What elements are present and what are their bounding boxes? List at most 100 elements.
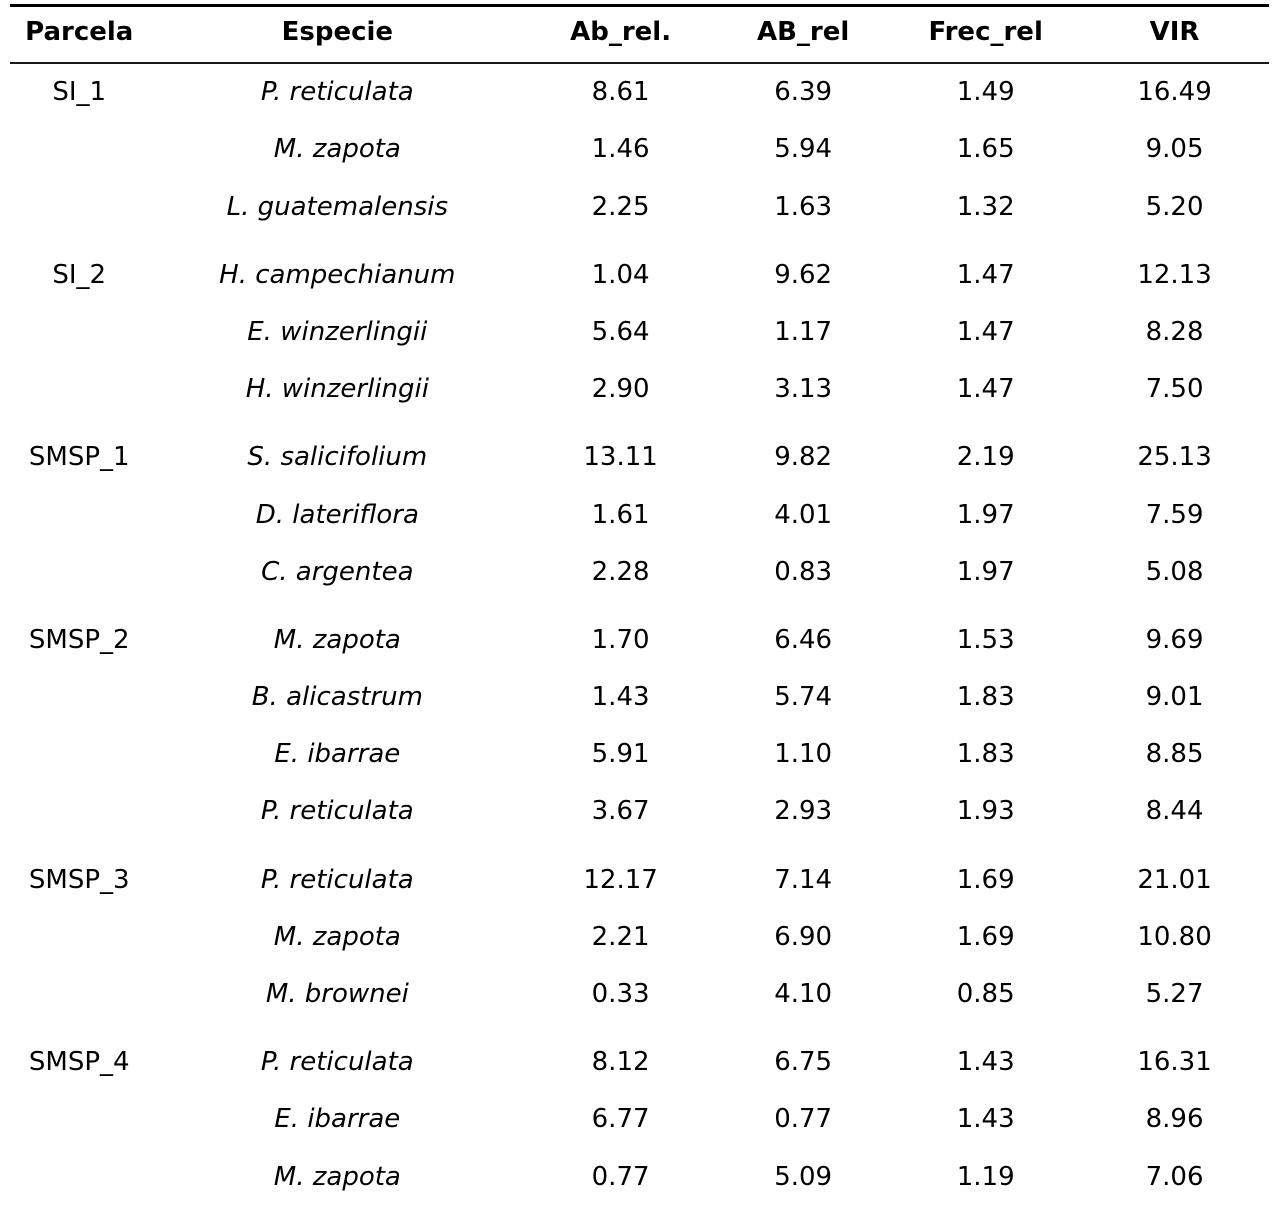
parcela-cell bbox=[10, 669, 148, 726]
vir-cell: 25.13 bbox=[1137, 442, 1212, 473]
table-row: SI_1 P. reticulata 8.61 6.39 1.49 16.49 bbox=[10, 63, 1269, 121]
table-row: P. reticulata 3.67 2.93 1.93 8.44 bbox=[10, 783, 1269, 840]
ab-rel-cell: 1.61 bbox=[591, 499, 650, 530]
vir-cell: 8.85 bbox=[1145, 739, 1204, 770]
vir-cell: 8.44 bbox=[1145, 796, 1204, 827]
AB-rel-cell: 6.39 bbox=[774, 77, 833, 108]
AB-rel-cell: 9.62 bbox=[774, 259, 833, 290]
table-row: SI_2 H. campechianum 1.04 9.62 1.47 12.13 bbox=[10, 236, 1269, 304]
vir-cell: 12.13 bbox=[1137, 259, 1212, 290]
AB-rel-cell: 1.10 bbox=[774, 739, 833, 770]
frec-rel-cell: 1.53 bbox=[956, 624, 1015, 655]
vir-cell: 7.59 bbox=[1145, 499, 1204, 530]
frec-rel-cell: 1.19 bbox=[956, 1161, 1015, 1192]
AB-rel-cell: 1.17 bbox=[774, 316, 833, 347]
frec-rel-cell: 1.49 bbox=[956, 77, 1015, 108]
parcela-cell bbox=[10, 361, 148, 418]
especie-cell: S. salicifolium bbox=[247, 442, 428, 473]
especie-cell: P. reticulata bbox=[260, 1047, 414, 1078]
especie-cell: P. reticulata bbox=[260, 77, 414, 108]
especie-cell: M. zapota bbox=[273, 624, 401, 655]
ab-rel-cell: 2.25 bbox=[591, 191, 650, 222]
ab-rel-cell: 2.28 bbox=[591, 556, 650, 587]
parcela-cell: SMSP_2 bbox=[28, 624, 130, 655]
col-header-ab-rel: Ab_rel. bbox=[526, 5, 716, 65]
especie-cell: P. reticulata bbox=[260, 796, 414, 827]
parcela-cell bbox=[10, 179, 148, 236]
frec-rel-cell: 1.83 bbox=[956, 739, 1015, 770]
table-row: M. zapota 0.77 5.09 1.19 7.06 bbox=[10, 1149, 1269, 1206]
frec-rel-cell: 1.43 bbox=[956, 1047, 1015, 1078]
ab-rel-cell: 8.61 bbox=[591, 77, 650, 108]
frec-rel-cell: 1.43 bbox=[956, 1104, 1015, 1135]
AB-rel-cell: 0.83 bbox=[774, 556, 833, 587]
AB-rel-cell: 5.09 bbox=[774, 1161, 833, 1192]
parcela-cell: SMSP_1 bbox=[28, 442, 130, 473]
parcela-cell: SI_1 bbox=[52, 77, 107, 108]
table-row: B. alicastrum 1.43 5.74 1.83 9.01 bbox=[10, 669, 1269, 726]
parcela-cell bbox=[10, 304, 148, 361]
especie-cell: B. alicastrum bbox=[251, 682, 423, 713]
parcela-cell bbox=[10, 966, 148, 1023]
vir-cell: 9.69 bbox=[1145, 624, 1204, 655]
table-row: C. argentea 2.28 0.83 1.97 5.08 bbox=[10, 544, 1269, 601]
frec-rel-cell: 1.97 bbox=[956, 556, 1015, 587]
vir-cell: 8.28 bbox=[1145, 316, 1204, 347]
AB-rel-cell: 6.75 bbox=[774, 1047, 833, 1078]
vir-cell: 5.08 bbox=[1145, 556, 1204, 587]
especie-cell: E. ibarrae bbox=[274, 739, 401, 770]
header-row: Parcela Especie Ab_rel. AB_rel Frec_rel … bbox=[10, 5, 1269, 65]
table-row: SMSP_4 P. reticulata 8.12 6.75 1.43 16.31 bbox=[10, 1023, 1269, 1091]
ab-rel-cell: 6.77 bbox=[591, 1104, 650, 1135]
especie-cell: C. argentea bbox=[261, 556, 414, 587]
especie-cell: M. zapota bbox=[273, 1161, 401, 1192]
AB-rel-cell: 1.63 bbox=[774, 191, 833, 222]
ab-rel-cell: 1.70 bbox=[591, 624, 650, 655]
ab-rel-cell: 1.04 bbox=[591, 259, 650, 290]
especie-cell: D. lateriflora bbox=[255, 499, 419, 530]
table-row: SMSP_1 S. salicifolium 13.11 9.82 2.19 25.13 bbox=[10, 418, 1269, 486]
especie-cell: M. brownei bbox=[265, 979, 409, 1009]
vir-cell: 8.96 bbox=[1145, 1104, 1204, 1135]
vir-table: Parcela Especie Ab_rel. AB_rel Frec_rel … bbox=[10, 4, 1269, 1206]
vir-cell: 5.27 bbox=[1145, 979, 1204, 1009]
parcela-cell bbox=[10, 487, 148, 544]
frec-rel-cell: 1.83 bbox=[956, 682, 1015, 713]
col-header-especie: Especie bbox=[148, 5, 527, 65]
frec-rel-cell: 1.47 bbox=[956, 374, 1015, 405]
especie-cell: L. guatemalensis bbox=[226, 191, 449, 222]
parcela-cell bbox=[10, 909, 148, 966]
especie-cell: E. winzerlingii bbox=[247, 316, 428, 347]
ab-rel-cell: 1.46 bbox=[591, 134, 650, 165]
especie-cell: E. ibarrae bbox=[274, 1104, 401, 1135]
AB-rel-cell: 5.94 bbox=[774, 134, 833, 165]
vir-cell: 9.05 bbox=[1145, 134, 1204, 165]
parcela-cell: SMSP_4 bbox=[28, 1047, 130, 1078]
table-row: E. winzerlingii 5.64 1.17 1.47 8.28 bbox=[10, 304, 1269, 361]
AB-rel-cell: 5.74 bbox=[774, 682, 833, 713]
ab-rel-cell: 13.11 bbox=[583, 442, 658, 473]
parcela-cell bbox=[10, 1149, 148, 1206]
vir-cell: 7.50 bbox=[1145, 374, 1204, 405]
frec-rel-cell: 1.69 bbox=[956, 864, 1015, 895]
parcela-cell: SMSP_3 bbox=[28, 864, 130, 895]
ab-rel-cell: 5.91 bbox=[591, 739, 650, 770]
frec-rel-cell: 1.93 bbox=[956, 796, 1015, 827]
vir-cell: 16.49 bbox=[1137, 77, 1212, 108]
ab-rel-cell: 3.67 bbox=[591, 796, 650, 827]
frec-rel-cell: 1.97 bbox=[956, 499, 1015, 530]
col-header-vir: VIR bbox=[1080, 5, 1269, 65]
AB-rel-cell: 6.90 bbox=[774, 921, 833, 952]
AB-rel-cell: 7.14 bbox=[774, 864, 833, 895]
ab-rel-cell: 8.12 bbox=[591, 1047, 650, 1078]
ab-rel-cell: 2.21 bbox=[591, 921, 650, 952]
frec-rel-cell: 1.47 bbox=[956, 259, 1015, 290]
AB-rel-cell: 9.82 bbox=[774, 442, 833, 473]
table-row: D. lateriflora 1.61 4.01 1.97 7.59 bbox=[10, 487, 1269, 544]
ab-rel-cell: 5.64 bbox=[591, 316, 650, 347]
ab-rel-cell: 12.17 bbox=[583, 864, 658, 895]
parcela-cell bbox=[10, 544, 148, 601]
table-row: M. brownei 0.33 4.10 0.85 5.27 bbox=[10, 966, 1269, 1023]
col-header-parcela: Parcela bbox=[10, 5, 149, 65]
